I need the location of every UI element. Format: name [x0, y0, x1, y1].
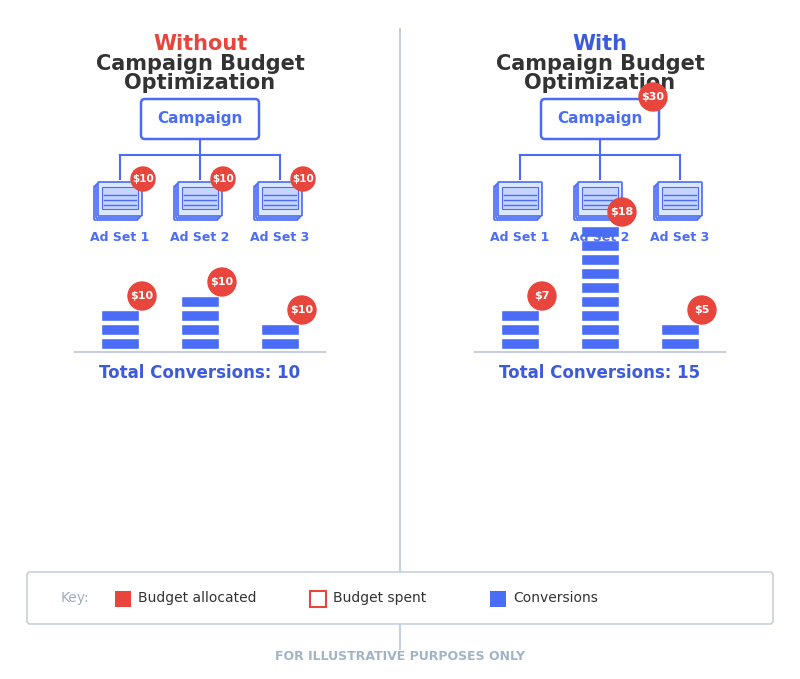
Text: $10: $10: [210, 277, 234, 287]
Text: Ad Set 1: Ad Set 1: [490, 231, 550, 244]
FancyBboxPatch shape: [578, 182, 622, 216]
Bar: [581, 268, 619, 279]
FancyBboxPatch shape: [96, 184, 140, 218]
Text: Campaign Budget: Campaign Budget: [495, 54, 705, 74]
FancyBboxPatch shape: [178, 182, 222, 216]
FancyBboxPatch shape: [496, 184, 540, 218]
Bar: [101, 310, 139, 321]
Bar: [581, 226, 619, 237]
Bar: [490, 591, 506, 607]
FancyBboxPatch shape: [502, 187, 538, 209]
FancyBboxPatch shape: [254, 186, 298, 220]
Circle shape: [528, 282, 556, 310]
FancyBboxPatch shape: [658, 182, 702, 216]
FancyBboxPatch shape: [98, 182, 142, 216]
Text: $7: $7: [534, 291, 550, 301]
FancyBboxPatch shape: [176, 184, 220, 218]
Text: $10: $10: [130, 291, 154, 301]
Circle shape: [211, 167, 235, 191]
Text: Optimization: Optimization: [125, 73, 275, 93]
Text: Ad Set 1: Ad Set 1: [90, 231, 150, 244]
Bar: [581, 338, 619, 349]
Bar: [581, 240, 619, 251]
FancyBboxPatch shape: [262, 187, 298, 209]
FancyBboxPatch shape: [574, 186, 618, 220]
FancyBboxPatch shape: [258, 182, 302, 216]
Bar: [101, 324, 139, 335]
Text: Ad Set 3: Ad Set 3: [650, 231, 710, 244]
Text: Ad Set 2: Ad Set 2: [570, 231, 630, 244]
FancyBboxPatch shape: [656, 184, 700, 218]
FancyBboxPatch shape: [174, 186, 218, 220]
Circle shape: [131, 167, 155, 191]
FancyBboxPatch shape: [582, 187, 618, 209]
Text: $10: $10: [132, 174, 154, 184]
Bar: [310, 591, 326, 607]
FancyBboxPatch shape: [576, 184, 620, 218]
Bar: [581, 310, 619, 321]
Text: FOR ILLUSTRATIVE PURPOSES ONLY: FOR ILLUSTRATIVE PURPOSES ONLY: [275, 650, 525, 663]
Bar: [181, 324, 219, 335]
Bar: [101, 338, 139, 349]
Bar: [581, 296, 619, 307]
Text: Total Conversions: 10: Total Conversions: 10: [99, 364, 301, 382]
Bar: [261, 324, 299, 335]
Circle shape: [291, 167, 315, 191]
FancyBboxPatch shape: [541, 99, 659, 139]
FancyBboxPatch shape: [141, 99, 259, 139]
Text: $30: $30: [642, 92, 665, 102]
Circle shape: [639, 83, 667, 111]
Bar: [261, 338, 299, 349]
Circle shape: [128, 282, 156, 310]
Bar: [181, 338, 219, 349]
Text: Ad Set 2: Ad Set 2: [170, 231, 230, 244]
Circle shape: [208, 268, 236, 296]
Bar: [501, 310, 539, 321]
Text: Campaign: Campaign: [158, 111, 242, 126]
Text: Budget spent: Budget spent: [333, 591, 426, 605]
Text: Key:: Key:: [61, 591, 90, 605]
Text: With: With: [573, 34, 627, 54]
FancyBboxPatch shape: [182, 187, 218, 209]
Bar: [581, 324, 619, 335]
Text: Campaign: Campaign: [558, 111, 642, 126]
Text: Budget allocated: Budget allocated: [138, 591, 257, 605]
FancyBboxPatch shape: [662, 187, 698, 209]
Bar: [181, 310, 219, 321]
Text: $10: $10: [290, 305, 314, 315]
FancyBboxPatch shape: [256, 184, 300, 218]
Text: Optimization: Optimization: [525, 73, 675, 93]
Text: $10: $10: [292, 174, 314, 184]
Text: $18: $18: [610, 207, 634, 217]
Circle shape: [688, 296, 716, 324]
Circle shape: [288, 296, 316, 324]
FancyBboxPatch shape: [498, 182, 542, 216]
Bar: [501, 338, 539, 349]
FancyBboxPatch shape: [654, 186, 698, 220]
Bar: [661, 338, 699, 349]
Bar: [661, 324, 699, 335]
Text: Campaign Budget: Campaign Budget: [95, 54, 305, 74]
Text: $5: $5: [694, 305, 710, 315]
Text: Ad Set 3: Ad Set 3: [250, 231, 310, 244]
Bar: [581, 282, 619, 293]
FancyBboxPatch shape: [494, 186, 538, 220]
Text: Without: Without: [153, 34, 247, 54]
Bar: [115, 591, 131, 607]
FancyBboxPatch shape: [27, 572, 773, 624]
Text: Total Conversions: 15: Total Conversions: 15: [499, 364, 701, 382]
Bar: [501, 324, 539, 335]
Circle shape: [608, 198, 636, 226]
FancyBboxPatch shape: [102, 187, 138, 209]
Bar: [581, 254, 619, 265]
Bar: [181, 296, 219, 307]
Text: Conversions: Conversions: [513, 591, 598, 605]
Text: $10: $10: [212, 174, 234, 184]
FancyBboxPatch shape: [94, 186, 138, 220]
